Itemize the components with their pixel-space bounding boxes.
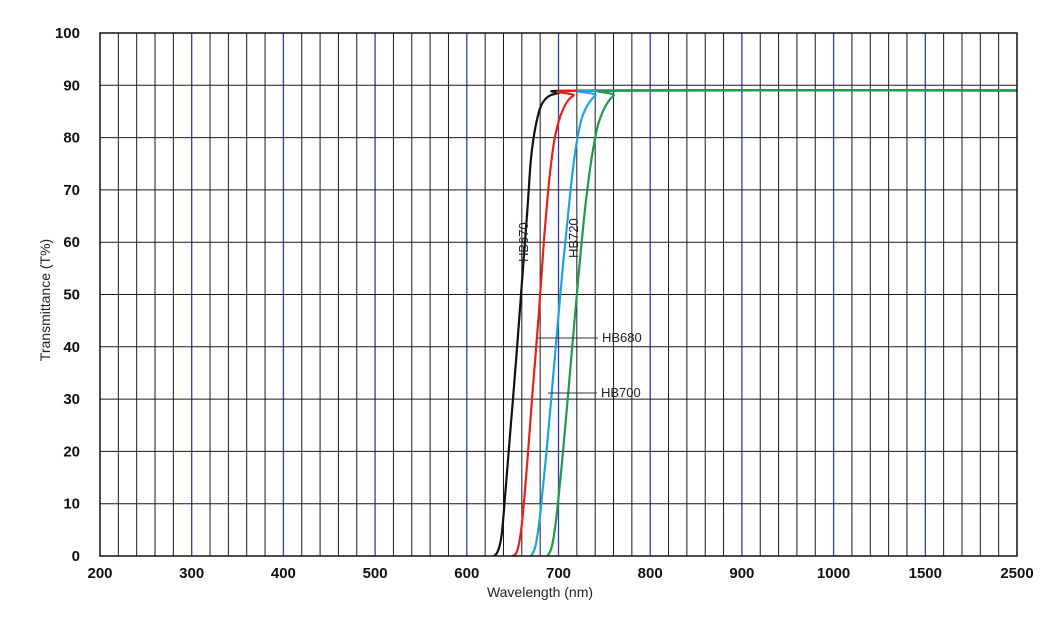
y-tick-label: 70: [63, 182, 80, 199]
series-label-hb680: HB680: [602, 330, 642, 345]
x-tick-label: 1500: [909, 565, 942, 582]
x-tick-label: 900: [729, 565, 754, 582]
y-tick-labels: 0 10 20 30 40 50 60 70 80 90 100: [55, 25, 80, 565]
x-tick-label: 200: [87, 565, 112, 582]
y-axis-label: Transmittance (T%): [37, 239, 53, 361]
x-tick-label: 300: [179, 565, 204, 582]
series-label-hb720: HB720: [566, 218, 581, 258]
y-tick-label: 20: [63, 443, 80, 460]
x-tick-label: 700: [546, 565, 571, 582]
grid: [100, 33, 1017, 556]
series-line-hb670: [493, 89, 1018, 557]
series-label-hb670: HB670: [516, 222, 531, 262]
y-tick-label: 100: [55, 25, 80, 42]
y-tick-label: 60: [63, 234, 80, 251]
y-tick-label: 0: [72, 548, 80, 565]
series-line-hb720: [546, 89, 1018, 557]
y-tick-label: 80: [63, 130, 80, 147]
y-tick-label: 90: [63, 77, 80, 94]
y-tick-label: 10: [63, 496, 80, 513]
series-curves: [493, 89, 1018, 557]
y-tick-label: 50: [63, 287, 80, 304]
x-tick-label: 1000: [817, 565, 850, 582]
x-tick-label: 400: [271, 565, 296, 582]
series-label-hb700: HB700: [601, 385, 641, 400]
x-tick-labels: 200 300 400 500 600 700 800 900 1000 1500 2500: [87, 565, 1033, 582]
series-labels: HB670 HB720 HB680 HB700: [516, 218, 642, 400]
plot-frame: [99, 32, 1018, 557]
x-tick-label: 800: [638, 565, 663, 582]
y-tick-label: 40: [63, 339, 80, 356]
y-tick-label: 30: [63, 391, 80, 408]
series-line-hb680: [511, 89, 1018, 557]
x-axis-label: Wavelength (nm): [487, 584, 593, 600]
x-tick-label: 500: [363, 565, 388, 582]
x-tick-label: 2500: [1000, 565, 1033, 582]
x-tick-label: 600: [454, 565, 479, 582]
